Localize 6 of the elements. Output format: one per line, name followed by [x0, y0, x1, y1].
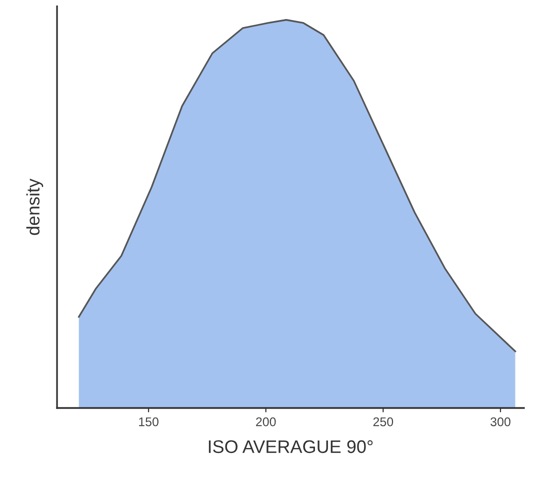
x-tick-label: 200 [256, 417, 276, 426]
x-axis-title: ISO AVERAGUE 90° [208, 440, 373, 454]
x-tick-label: 250 [373, 417, 394, 426]
y-axis-title: density [26, 178, 44, 235]
x-tick-label: 150 [139, 417, 158, 426]
x-tick-label: 300 [490, 417, 510, 426]
